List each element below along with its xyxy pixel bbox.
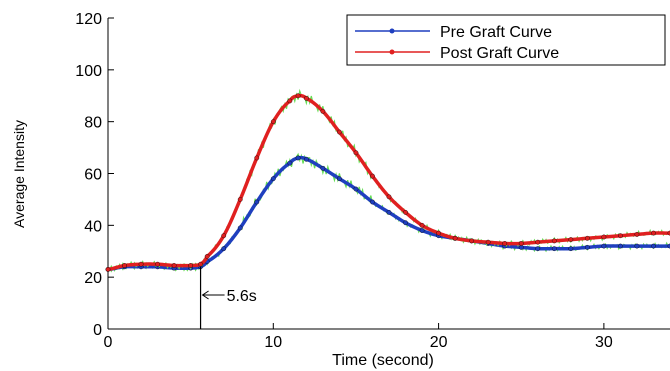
data-point-post (436, 230, 441, 236)
plot-area: 0 20 40 60 80 100 120 0 10 20 30 5.6s (75, 11, 670, 351)
data-point-post (452, 235, 458, 241)
data-point-post (254, 155, 260, 161)
y-tick-label: 100 (75, 63, 102, 80)
data-point-post (198, 261, 203, 267)
legend-label-post: Post Graft Curve (440, 45, 559, 62)
data-point-pre (221, 246, 227, 252)
series-line-post (107, 93, 670, 272)
data-point-post (204, 254, 210, 259)
data-point-pre (651, 243, 656, 249)
data-point-post (320, 108, 326, 114)
data-point-pre (295, 155, 301, 161)
data-point-post (518, 241, 524, 246)
data-point-post (535, 239, 541, 245)
data-point-pre (353, 186, 359, 192)
data-point-pre (618, 243, 623, 249)
data-point-pre (370, 199, 375, 205)
data-point-post (353, 150, 359, 156)
annotation-arrowhead (201, 290, 209, 300)
legend-box (346, 14, 666, 66)
data-point-pre (403, 220, 408, 226)
data-point-pre (337, 176, 342, 182)
data-point-pre (237, 225, 243, 231)
y-axis-label: Average Intensity (11, 120, 27, 228)
data-point-pre (584, 244, 590, 250)
x-tick-label: 20 (430, 334, 448, 351)
data-point-post (237, 197, 243, 202)
data-point-pre (419, 228, 425, 233)
data-point-post (122, 263, 127, 268)
data-point-post (485, 239, 491, 245)
x-axis-label: Time (second) (332, 352, 434, 369)
data-point-post (155, 261, 160, 267)
data-point-post (171, 263, 177, 268)
legend-marker-post (389, 49, 395, 55)
data-point-pre (386, 209, 392, 215)
series-fit-post (107, 88, 670, 272)
data-point-pre (535, 246, 541, 252)
data-point-post (188, 263, 194, 268)
annotation-label: 5.6s (227, 288, 257, 305)
data-point-post (270, 119, 276, 125)
legend-label-pre: Pre Graft Curve (440, 24, 552, 41)
y-tick-label: 0 (93, 322, 102, 339)
data-point-post (287, 98, 293, 104)
data-point-pre (568, 246, 574, 252)
data-point-post (105, 266, 111, 272)
data-point-post (403, 209, 408, 215)
data-point-post (568, 237, 574, 242)
data-point-post (386, 194, 392, 200)
data-point-post (295, 93, 301, 99)
data-point-post (601, 234, 607, 240)
data-point-pre (254, 199, 260, 205)
data-point-pre (320, 165, 326, 171)
data-point-post (502, 241, 508, 246)
data-point-post (651, 230, 656, 236)
y-tick-label: 40 (84, 218, 102, 235)
y-tick-label: 80 (84, 115, 102, 132)
data-point-pre (551, 246, 557, 252)
data-point-post (551, 238, 557, 244)
data-point-post (303, 95, 309, 101)
data-point-post (584, 235, 590, 241)
data-point-post (469, 238, 475, 244)
data-point-post (138, 261, 144, 267)
y-tick-label: 120 (75, 11, 102, 28)
data-point-pre (634, 243, 640, 249)
x-tick-label: 30 (595, 334, 613, 351)
data-point-post (221, 233, 227, 239)
data-point-post (618, 233, 623, 239)
legend-marker-pre (389, 28, 395, 34)
data-point-pre (287, 160, 293, 166)
data-point-pre (303, 156, 309, 162)
data-point-post (370, 173, 375, 179)
x-tick-label: 0 (104, 334, 113, 351)
data-point-post (337, 129, 342, 135)
data-point-post (419, 222, 425, 228)
data-point-pre (601, 243, 607, 249)
y-tick-label: 20 (84, 270, 102, 287)
y-tick-label: 60 (84, 167, 102, 184)
data-point-post (634, 232, 640, 237)
data-point-pre (270, 176, 276, 182)
legend: Pre Graft Curve Post Graft Curve (346, 14, 666, 66)
x-tick-label: 10 (264, 334, 282, 351)
